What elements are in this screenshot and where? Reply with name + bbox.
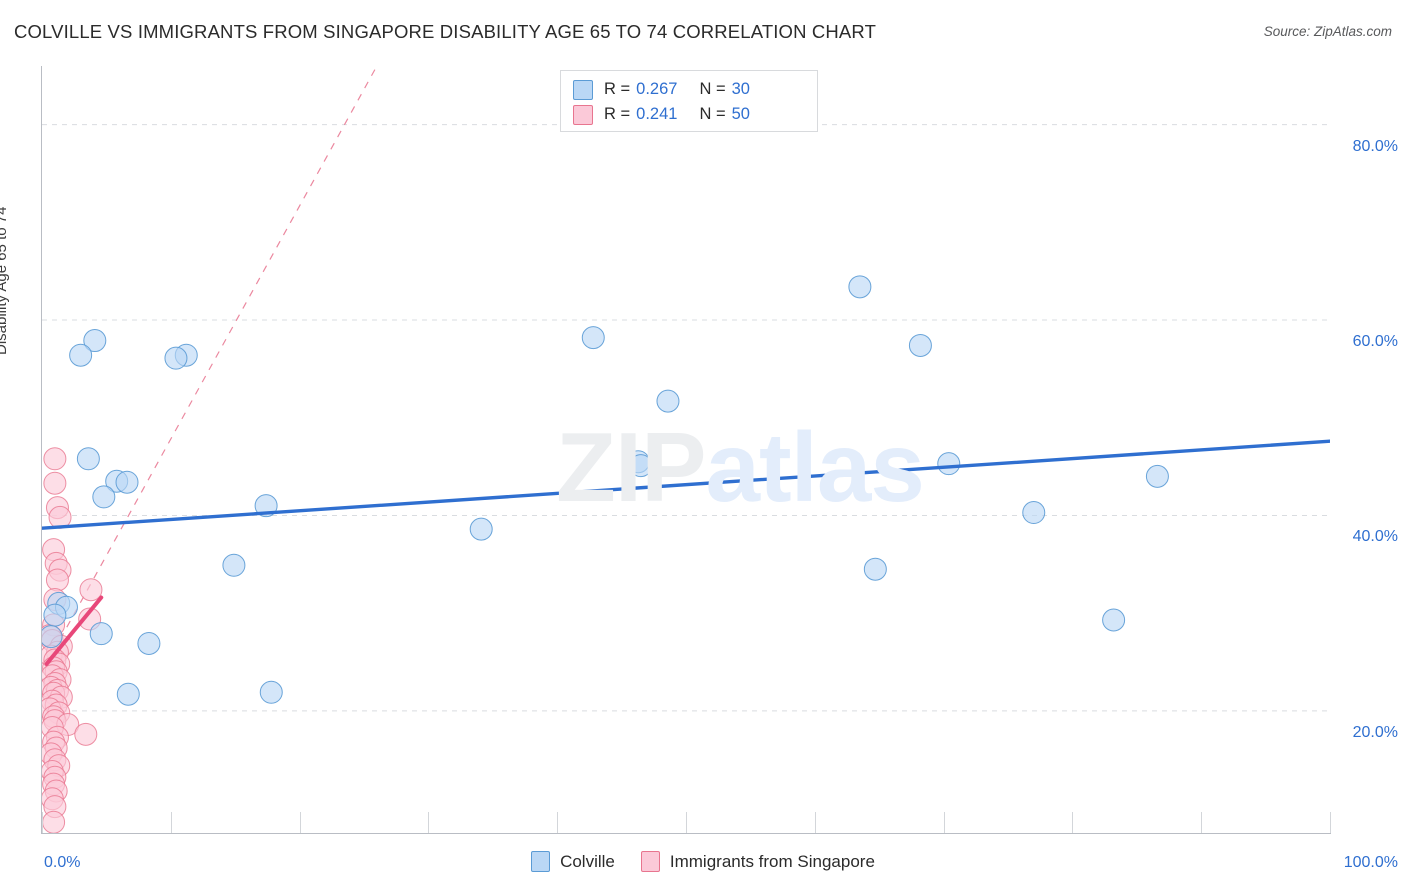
n-value-immigrants: 50 — [731, 105, 750, 123]
data-point-colville — [92, 485, 116, 509]
plot-area — [42, 66, 1330, 833]
data-point-colville — [115, 470, 139, 494]
y-tick-label: 20.0% — [1352, 723, 1398, 741]
x-axis-tick — [170, 812, 172, 833]
n-value-colville: 30 — [731, 80, 750, 98]
x-axis-tick — [557, 812, 559, 833]
data-point-immigrants — [74, 722, 98, 746]
legend-item-colville[interactable]: Colville — [531, 851, 615, 872]
data-point-colville — [629, 454, 653, 478]
x-axis-min-label: 0.0% — [44, 854, 81, 871]
x-axis-tick — [814, 812, 816, 833]
data-point-colville — [137, 631, 161, 655]
legend-swatch-colville-bottom-icon — [531, 851, 551, 872]
data-point-colville — [42, 625, 63, 649]
scatter-plot-svg — [42, 66, 1330, 833]
r-value-immigrants: 0.241 — [636, 105, 678, 123]
source-attribution: Source: ZipAtlas.com — [1263, 24, 1392, 39]
data-point-immigrants — [43, 447, 67, 471]
data-point-colville — [43, 603, 67, 627]
r-label-colville: R = — [604, 80, 631, 98]
x-axis-tick — [428, 812, 430, 833]
data-point-colville — [116, 682, 140, 706]
trendline-immigrants-dashed — [45, 66, 378, 665]
data-point-colville — [76, 447, 100, 471]
data-point-immigrants — [43, 471, 67, 495]
data-point-colville — [89, 622, 113, 646]
data-point-colville — [1022, 501, 1046, 525]
data-point-colville — [1145, 464, 1169, 488]
trendline-colville — [42, 439, 1330, 530]
data-point-colville — [83, 329, 107, 353]
data-point-colville — [656, 389, 680, 413]
n-label-immigrants: N = — [699, 105, 726, 123]
legend-label-colville: Colville — [560, 851, 615, 871]
legend-item-immigrants[interactable]: Immigrants from Singapore — [640, 851, 875, 872]
y-tick-label: 60.0% — [1352, 333, 1398, 351]
data-point-colville — [937, 452, 961, 476]
trendline-immigrants-solid — [44, 595, 104, 666]
x-axis-tick — [1201, 812, 1203, 833]
series-legend: Colville Immigrants from Singapore — [0, 851, 1406, 872]
correlation-row-colville: R = 0.267 N = 30 — [573, 77, 807, 102]
x-axis-line — [41, 833, 1331, 834]
data-point-colville — [863, 557, 887, 581]
data-point-colville — [259, 680, 283, 704]
legend-swatch-immigrants-icon — [573, 104, 593, 125]
x-axis-max-label: 100.0% — [1343, 854, 1398, 871]
r-value-colville: 0.267 — [636, 80, 678, 98]
page-title: COLVILLE VS IMMIGRANTS FROM SINGAPORE DI… — [14, 21, 877, 42]
correlation-row-immigrants: R = 0.241 N = 50 — [573, 102, 807, 127]
y-axis-title: Disability Age 65 to 74 — [0, 206, 10, 355]
y-axis-line — [41, 66, 42, 834]
x-axis-tick — [299, 812, 301, 833]
x-axis-tick — [42, 812, 43, 833]
legend-label-immigrants: Immigrants from Singapore — [669, 851, 875, 871]
y-tick-label: 80.0% — [1352, 137, 1398, 155]
data-point-colville — [469, 517, 493, 541]
data-point-colville — [164, 346, 188, 370]
data-point-colville — [222, 553, 246, 577]
data-point-colville — [581, 326, 605, 350]
data-point-immigrants — [79, 578, 103, 602]
n-label-colville: N = — [699, 80, 726, 98]
x-axis-tick — [1072, 812, 1074, 833]
data-point-immigrants — [42, 810, 66, 833]
data-point-colville — [848, 275, 872, 299]
correlation-legend: R = 0.267 N = 30 R = 0.241 N = 50 — [560, 70, 818, 132]
x-axis-tick — [943, 812, 945, 833]
data-point-colville — [908, 333, 932, 357]
data-point-colville — [1102, 608, 1126, 632]
legend-swatch-immigrants-bottom-icon — [640, 851, 660, 872]
r-label-immigrants: R = — [604, 105, 631, 123]
data-point-immigrants — [45, 568, 69, 592]
x-axis-tick — [1330, 812, 1331, 833]
x-axis-tick — [686, 812, 687, 833]
data-point-colville — [69, 343, 93, 367]
y-tick-label: 40.0% — [1352, 528, 1398, 546]
legend-swatch-colville-icon — [573, 79, 593, 100]
